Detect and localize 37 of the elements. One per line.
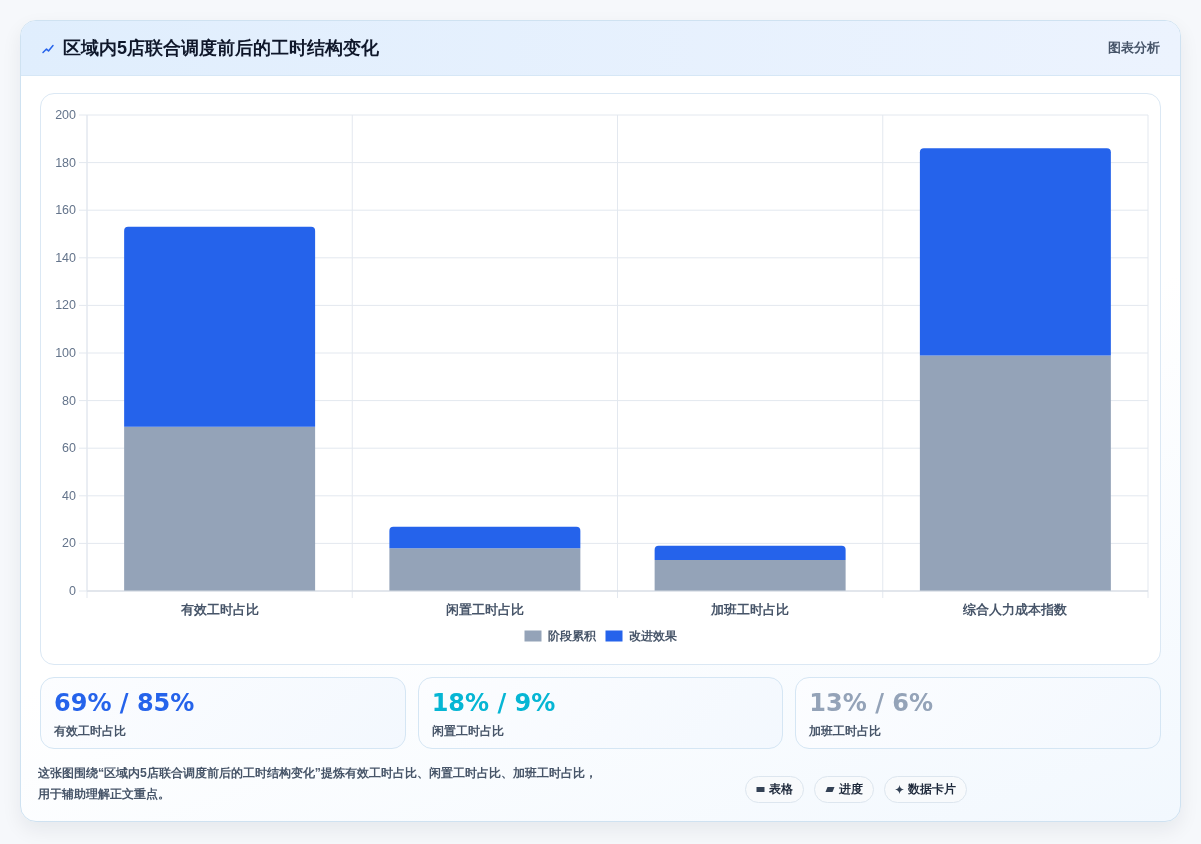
legend-label: 改进效果 — [628, 629, 678, 643]
y-tick-label: 20 — [62, 536, 77, 551]
text: 图表分析 — [1108, 39, 1160, 57]
y-tick-label: 0 — [69, 584, 77, 598]
x-tick-label: 加班工时占比 — [710, 601, 790, 617]
text: 数据卡片 — [908, 782, 956, 797]
text: 18% / 9% — [431, 688, 556, 718]
bar — [389, 548, 581, 591]
bar — [124, 226, 316, 427]
bar — [124, 426, 316, 591]
y-tick-label: 60 — [62, 441, 77, 456]
bar — [919, 148, 1111, 356]
x-tick-label: 闲置工时占比 — [445, 601, 524, 617]
text: 有效工时占比 — [54, 723, 126, 739]
y-tick-label: 80 — [62, 393, 77, 408]
y-tick-label: 40 — [62, 488, 77, 503]
bar — [389, 526, 581, 549]
legend-label: 阶段累积 — [547, 629, 597, 643]
y-tick-label: 180 — [55, 155, 77, 170]
text: 69% / 85% — [54, 688, 195, 718]
y-tick-label: 200 — [55, 108, 77, 122]
text: 加班工时占比 — [809, 723, 882, 739]
bar — [919, 355, 1111, 591]
y-tick-label: 140 — [55, 250, 77, 265]
text: 13% / 6% — [809, 688, 933, 718]
x-tick-label: 有效工时占比 — [179, 601, 259, 617]
y-tick-label: 100 — [55, 346, 77, 360]
y-tick-label: 160 — [55, 203, 77, 218]
chart-title: 区域内5店联合调度前后的工时结构变化 — [63, 37, 380, 60]
bar — [654, 560, 846, 591]
text: 表格 — [769, 782, 793, 797]
text: 进度 — [839, 782, 863, 797]
text: 这张图围绕“区域内5店联合调度前后的工时结构变化”提炼有效工时占比、闲置工时占比、加班工时占比，用于辅助理解正文重点。 — [38, 765, 598, 803]
bar — [654, 545, 846, 561]
y-tick-label: 120 — [55, 298, 77, 313]
x-tick-label: 综合人力成本指数 — [962, 601, 1069, 617]
text: 闲置工时占比 — [431, 723, 504, 739]
